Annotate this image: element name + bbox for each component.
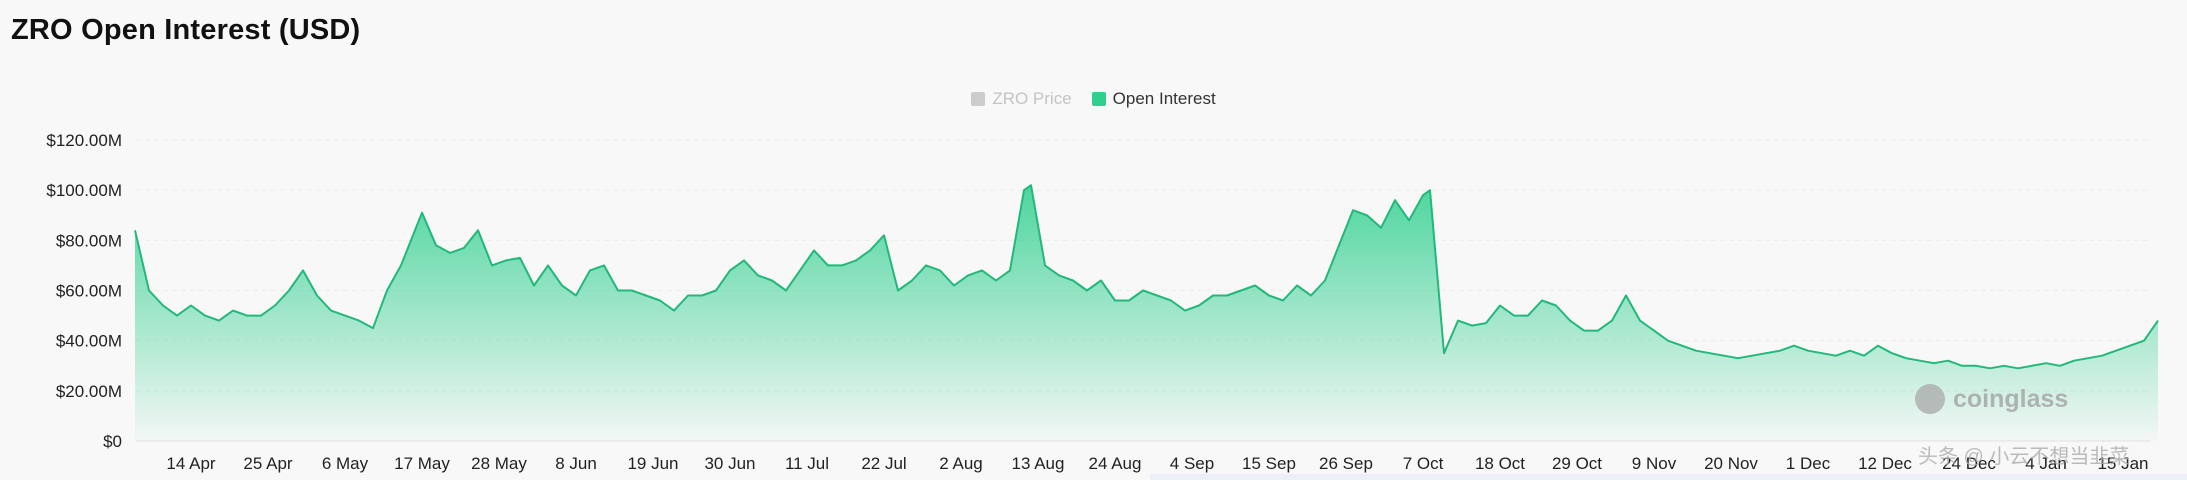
y-tick-label: $60.00M	[56, 282, 122, 301]
x-tick-label: 1 Dec	[1786, 454, 1831, 473]
y-tick-label: $80.00M	[56, 231, 122, 250]
y-tick-label: $40.00M	[56, 332, 122, 351]
x-tick-label: 28 May	[471, 454, 527, 473]
x-tick-label: 12 Dec	[1858, 454, 1912, 473]
x-tick-label: 25 Apr	[243, 454, 292, 473]
x-tick-label: 29 Oct	[1552, 454, 1602, 473]
x-tick-label: 4 Sep	[1170, 454, 1214, 473]
x-tick-label: 26 Sep	[1319, 454, 1373, 473]
legend-label-open-interest: Open Interest	[1112, 89, 1216, 108]
attribution-watermark: 头条 @ 小云不想当韭菜	[1918, 446, 2130, 468]
legend-swatch-zro-price	[971, 92, 986, 106]
legend-label-zro-price: ZRO Price	[992, 89, 1072, 108]
y-tick-label: $0	[103, 432, 122, 451]
x-axis: 14 Apr 25 Apr 6 May 17 May 28 May 8 Jun 19 Jun…	[166, 454, 2148, 473]
x-tick-label: 11 Jul	[785, 454, 829, 473]
legend-item-zro-price[interactable]: ZRO Price	[971, 89, 1072, 109]
coinglass-watermark: coinglass	[1915, 384, 2068, 414]
open-interest-line	[134, 184, 2159, 370]
chart-legend: ZRO Price Open Interest	[0, 89, 2187, 109]
y-tick-label: $20.00M	[56, 382, 122, 401]
x-tick-label: 24 Aug	[1089, 454, 1142, 473]
y-tick-label: $100.00M	[46, 181, 122, 200]
open-interest-area	[135, 185, 2158, 441]
bottom-strip	[1150, 474, 2187, 480]
y-axis: $0 $20.00M $40.00M $60.00M $80.00M $100.00M $1…	[46, 131, 122, 451]
coinglass-logo-icon	[1915, 384, 1945, 414]
legend-item-open-interest[interactable]: Open Interest	[1091, 89, 1216, 109]
chart-plot-area	[134, 184, 2159, 441]
x-tick-label: 13 Aug	[1012, 454, 1065, 473]
x-tick-label: 4 Jan	[2025, 454, 2067, 473]
x-tick-label: 17 May	[394, 454, 450, 473]
x-tick-label: 7 Oct	[1403, 454, 1444, 473]
x-tick-label: 2 Aug	[939, 454, 983, 473]
x-tick-label: 15 Jan	[2097, 454, 2148, 473]
x-tick-label: 24 Dec	[1942, 454, 1996, 473]
x-tick-label: 14 Apr	[166, 454, 215, 473]
watermark-text: coinglass	[1953, 384, 2069, 413]
x-tick-label: 20 Nov	[1704, 454, 1758, 473]
x-tick-label: 18 Oct	[1475, 454, 1525, 473]
x-tick-label: 15 Sep	[1242, 454, 1296, 473]
x-tick-label: 22 Jul	[861, 454, 906, 473]
legend-swatch-open-interest	[1091, 92, 1106, 106]
chart-title: ZRO Open Interest (USD)	[11, 14, 361, 46]
x-tick-label: 19 Jun	[627, 454, 678, 473]
x-tick-label: 9 Nov	[1632, 454, 1677, 473]
x-tick-label: 6 May	[322, 454, 369, 473]
y-tick-label: $120.00M	[46, 131, 122, 150]
x-tick-label: 8 Jun	[555, 454, 597, 473]
x-tick-label: 30 Jun	[704, 454, 755, 473]
